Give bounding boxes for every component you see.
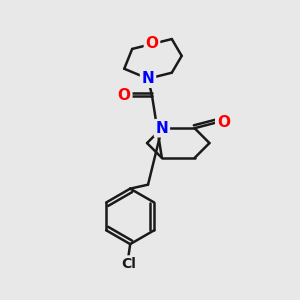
Text: Cl: Cl — [121, 257, 136, 271]
Text: O: O — [118, 88, 131, 103]
Text: N: N — [155, 121, 168, 136]
Text: O: O — [146, 37, 158, 52]
Text: N: N — [142, 71, 154, 86]
Text: O: O — [217, 115, 230, 130]
